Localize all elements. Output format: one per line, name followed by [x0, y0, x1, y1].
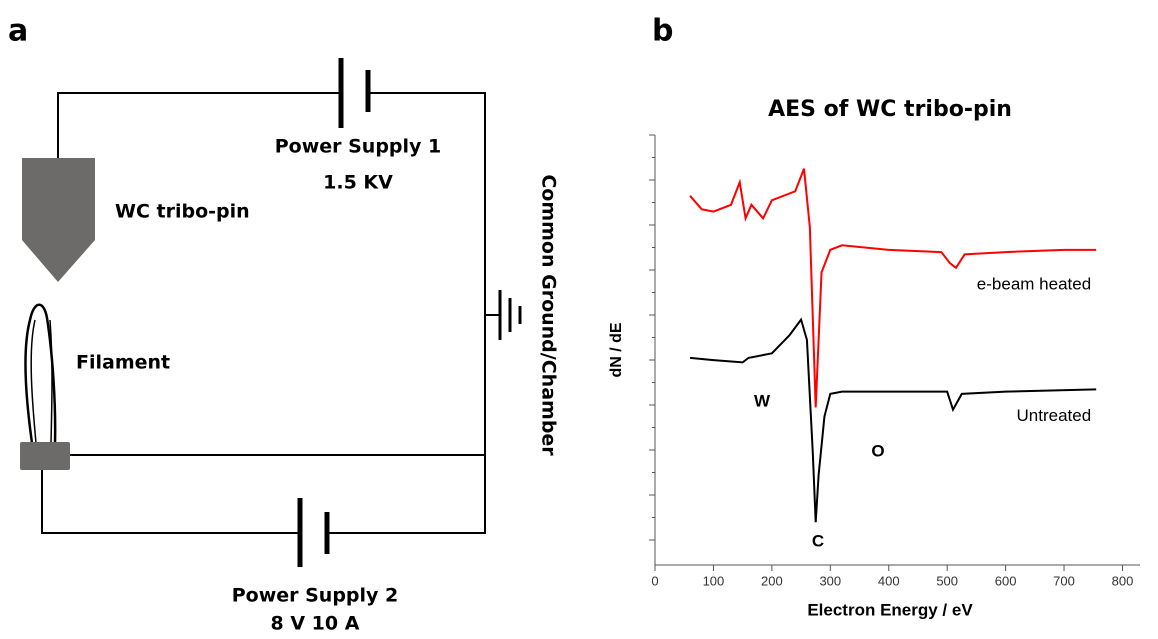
x-tick-label: 0: [651, 573, 658, 588]
series-line: [689, 317, 1097, 523]
x-tick-label: 800: [1112, 573, 1134, 588]
series-label: Untreated: [1017, 406, 1092, 425]
x-tick-label: 700: [1053, 573, 1075, 588]
x-tick-label: 500: [936, 573, 958, 588]
x-tick-label: 400: [878, 573, 900, 588]
tribo-pin: [22, 158, 95, 282]
supply-rating: 8 V 10 A: [271, 613, 360, 635]
supply-name: Power Supply 2: [232, 585, 399, 607]
supply-name: Power Supply 1: [275, 136, 442, 158]
filament-label: Filament: [76, 352, 170, 374]
supply-rating: 1.5 KV: [323, 172, 393, 194]
peak-annotation: W: [754, 391, 771, 410]
chart-title: AES of WC tribo-pin: [768, 97, 1012, 122]
series-line: [689, 168, 1097, 408]
wire: [41, 92, 500, 534]
filament: [24, 303, 57, 444]
peak-annotation: C: [812, 531, 824, 550]
ground-label: Common Ground/Chamber: [538, 174, 560, 456]
filament: [30, 319, 53, 444]
circuit: [20, 58, 522, 567]
filament-holder: [20, 442, 70, 470]
x-tick-label: 100: [703, 573, 725, 588]
panel-label: a: [8, 14, 28, 49]
x-tick-label: 200: [761, 573, 783, 588]
peak-annotation: O: [871, 441, 884, 460]
x-axis-label: Electron Energy / eV: [807, 600, 973, 619]
pin-label: WC tribo-pin: [115, 201, 250, 223]
series-label: e-beam heated: [977, 274, 1091, 293]
panel-label: b: [652, 14, 673, 49]
y-axis-label: dN / dE: [608, 322, 625, 377]
x-tick-label: 300: [819, 573, 841, 588]
x-tick-label: 600: [995, 573, 1017, 588]
